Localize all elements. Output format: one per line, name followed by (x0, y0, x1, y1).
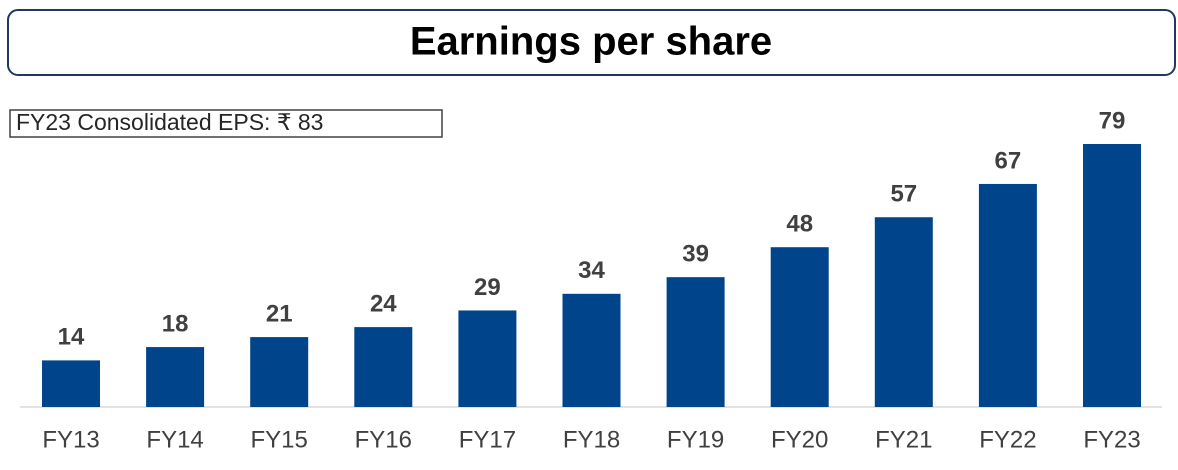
data-label: 34 (578, 257, 605, 284)
data-label: 39 (682, 241, 709, 268)
x-tick-label: FY23 (1083, 426, 1140, 453)
bar (666, 277, 725, 407)
data-label: 48 (786, 211, 813, 238)
x-tick-label: FY16 (355, 426, 412, 453)
data-label: 67 (995, 147, 1022, 174)
x-tick-label: FY22 (979, 426, 1036, 453)
chart-title: Earnings per share (410, 20, 772, 64)
data-label: 24 (370, 290, 397, 317)
bar (874, 217, 933, 407)
data-label: 18 (162, 310, 189, 337)
data-label: 21 (266, 300, 293, 327)
bar (354, 327, 413, 407)
data-label: 29 (474, 274, 501, 301)
bar (42, 360, 100, 407)
bar (458, 310, 517, 407)
x-tick-label: FY19 (667, 426, 724, 453)
data-label: 79 (1099, 107, 1126, 134)
x-tick-label: FY18 (563, 426, 620, 453)
annotation-box (9, 109, 443, 138)
title-box (7, 9, 1176, 76)
x-tick-label: FY13 (42, 426, 99, 453)
x-tick-label: FY20 (771, 426, 828, 453)
bar (250, 337, 309, 407)
bar (146, 347, 205, 407)
bar (562, 293, 621, 407)
bar (1083, 144, 1141, 407)
x-tick-label: FY21 (875, 426, 932, 453)
bar (978, 183, 1037, 407)
data-label: 14 (58, 324, 85, 351)
x-tick-label: FY17 (459, 426, 516, 453)
annotation: FY23 Consolidated EPS: ₹ 83 (16, 109, 323, 135)
bar (770, 247, 829, 407)
x-tick-label: FY15 (251, 426, 308, 453)
data-label: 57 (890, 181, 917, 208)
x-tick-label: FY14 (146, 426, 203, 453)
